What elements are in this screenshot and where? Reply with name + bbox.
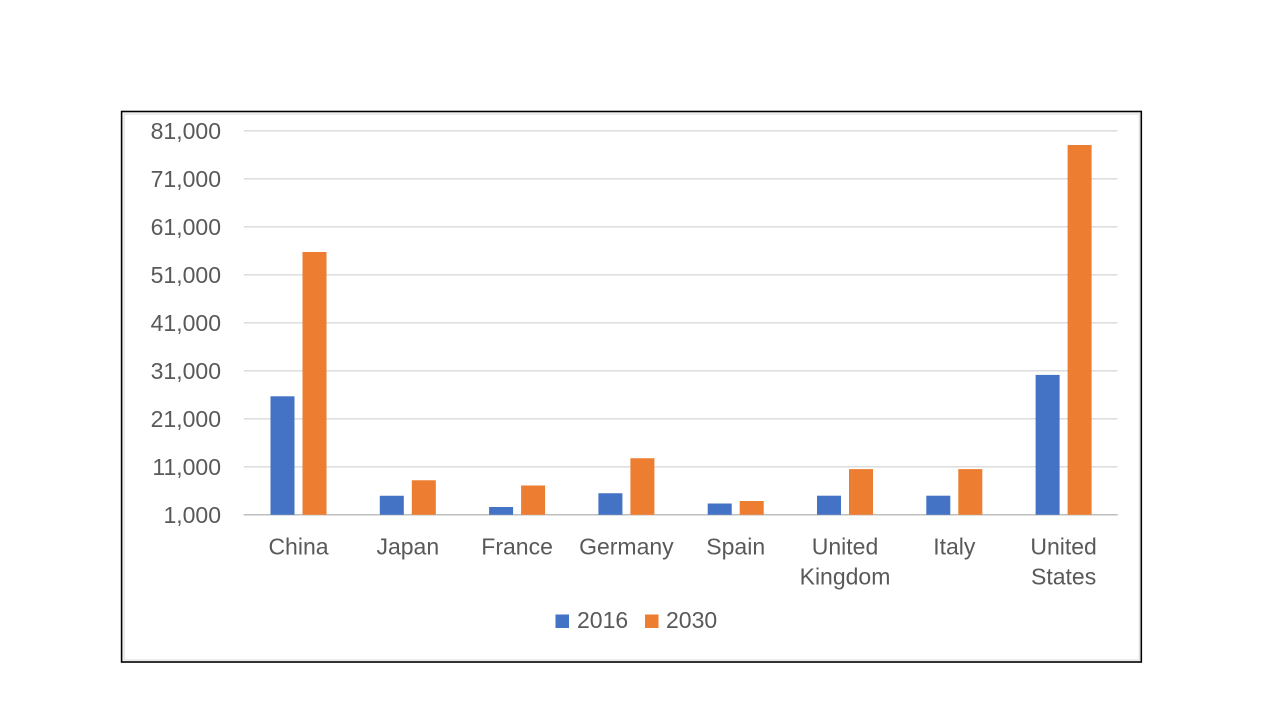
svg-text:Japan: Japan	[376, 534, 439, 560]
svg-text:Italy: Italy	[933, 534, 976, 560]
svg-text:States: States	[1031, 564, 1096, 590]
svg-text:2030: 2030	[666, 607, 717, 633]
svg-text:81,000: 81,000	[151, 118, 221, 144]
svg-text:1,000: 1,000	[163, 502, 221, 528]
svg-text:71,000: 71,000	[151, 166, 221, 192]
svg-text:Germany: Germany	[579, 534, 674, 560]
svg-text:31,000: 31,000	[151, 358, 221, 384]
svg-text:21,000: 21,000	[151, 406, 221, 432]
svg-text:41,000: 41,000	[151, 310, 221, 336]
svg-text:Kingdom: Kingdom	[800, 564, 891, 590]
svg-text:Spain: Spain	[706, 534, 765, 560]
svg-text:France: France	[481, 534, 553, 560]
svg-text:61,000: 61,000	[151, 214, 221, 240]
svg-text:United: United	[812, 534, 878, 560]
svg-text:11,000: 11,000	[152, 454, 221, 480]
svg-text:China: China	[268, 534, 328, 560]
svg-text:United: United	[1030, 534, 1096, 560]
svg-text:2016: 2016	[577, 607, 628, 633]
svg-text:51,000: 51,000	[151, 262, 221, 288]
